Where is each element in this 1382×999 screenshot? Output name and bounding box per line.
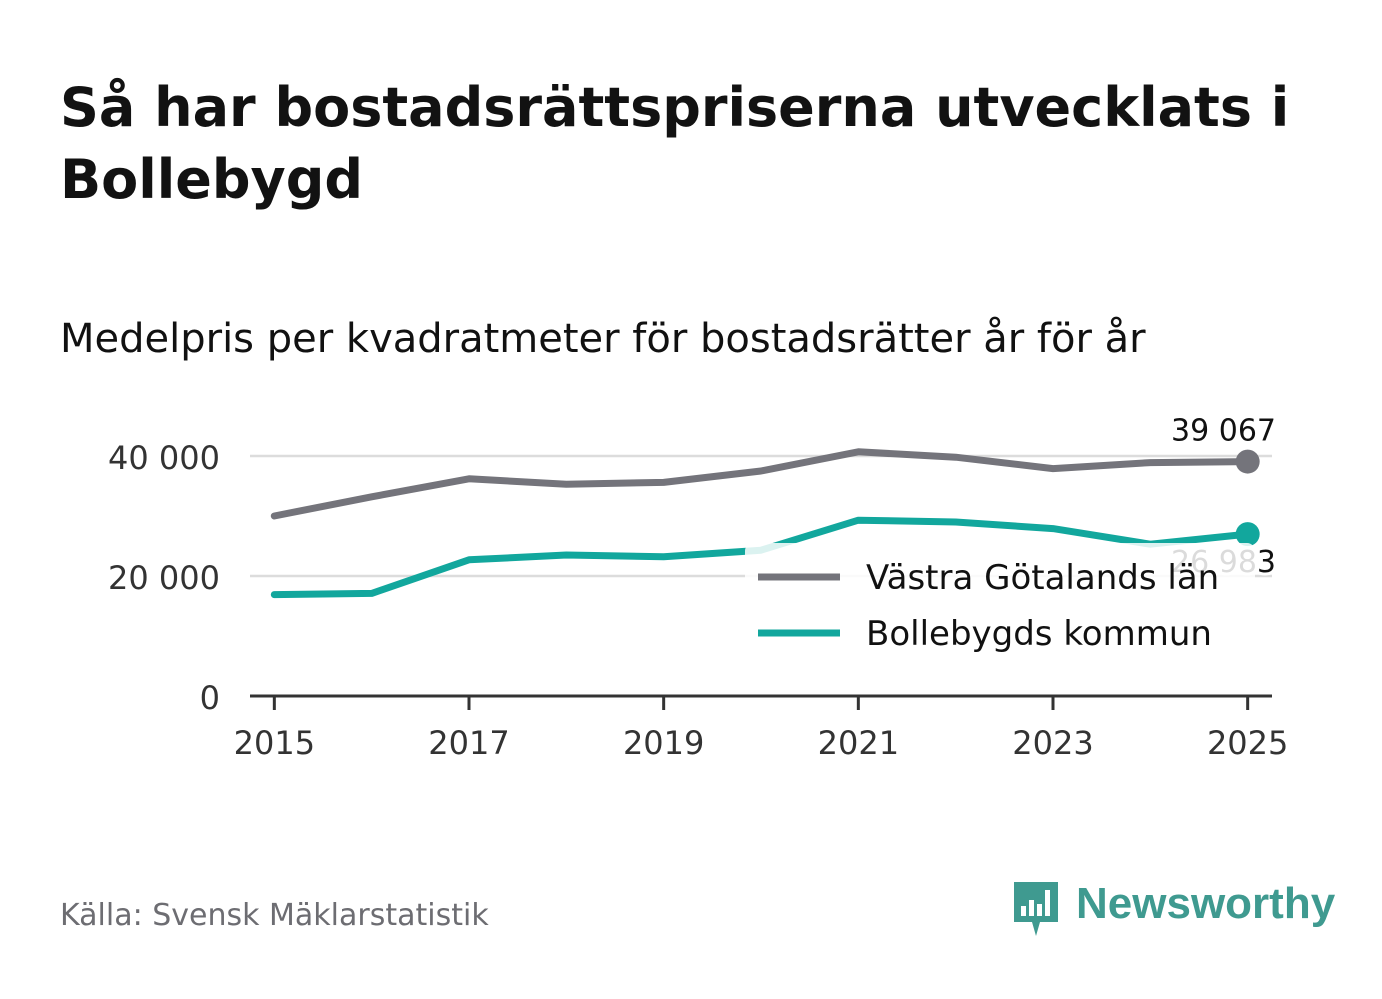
x-tick-label: 2025: [1207, 724, 1288, 762]
newsworthy-logo-icon: [1014, 882, 1058, 936]
legend-label: Västra Götalands län: [866, 558, 1219, 598]
series-line: [270, 448, 1252, 520]
legend: Västra Götalands län Bollebygds kommun: [745, 543, 1255, 663]
legend-background: [745, 543, 1255, 663]
y-tick-label: 20 000: [108, 559, 220, 597]
chart-title: Så har bostadsrättspriserna utvecklats i…: [60, 76, 1290, 211]
x-axis: 2015 2017 2019 2021 2023 2025: [234, 694, 1288, 762]
legend-label: Bollebygds kommun: [866, 614, 1212, 654]
x-tick-label: 2019: [623, 724, 704, 762]
series-end-point: [1235, 522, 1260, 547]
brand-name: Newsworthy: [1076, 879, 1336, 928]
chart-subtitle: Medelpris per kvadratmeter för bostadsrä…: [60, 316, 1146, 362]
x-tick-label: 2017: [428, 724, 509, 762]
data-label: 39 067: [1171, 414, 1276, 449]
x-tick-label: 2023: [1012, 724, 1093, 762]
y-tick-label: 0: [200, 679, 220, 717]
source-note: Källa: Svensk Mäklarstatistik: [60, 898, 489, 933]
series-end-point: [1235, 449, 1260, 474]
x-tick-label: 2021: [818, 724, 899, 762]
x-tick-label: 2015: [234, 724, 315, 762]
y-tick-label: 40 000: [108, 439, 220, 477]
brand-logo[interactable]: Newsworthy: [1010, 878, 1335, 944]
